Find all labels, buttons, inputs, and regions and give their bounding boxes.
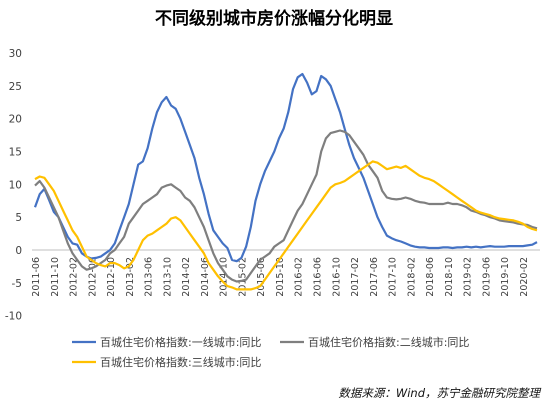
legend-label: 百城住宅价格指数:三线城市:同比 xyxy=(100,355,261,369)
x-axis: 2011-06 2011-10 2012-02 2012-06 2012-10 2013-… xyxy=(31,249,540,297)
y-tick-label: 30 xyxy=(9,48,22,60)
x-tick-label: 2014-02 xyxy=(181,257,192,297)
y-tick-label: 0 xyxy=(15,245,22,257)
x-tick-label: 2012-10 xyxy=(106,257,117,297)
x-tick-label: 2016-10 xyxy=(331,257,342,297)
x-tick-label: 2019-06 xyxy=(481,257,492,297)
x-tick-label: 2015-06 xyxy=(256,257,267,297)
x-tick-label: 2019-10 xyxy=(500,257,511,297)
x-tick-label: 2013-06 xyxy=(144,257,155,297)
x-tick-label: 2017-10 xyxy=(388,257,399,297)
x-tick-label: 2015-10 xyxy=(275,257,286,297)
series-lines xyxy=(33,72,538,291)
x-tick-label: 2017-02 xyxy=(350,257,361,297)
legend-label: 百城住宅价格指数:二线城市:同比 xyxy=(308,335,469,349)
x-tick-label: 2013-10 xyxy=(162,257,173,297)
y-tick-label: 15 xyxy=(9,147,22,159)
x-tick-label: 2012-02 xyxy=(69,257,80,297)
x-tick-label: 2019-02 xyxy=(463,257,474,297)
data-source-note: 数据来源：Wind，苏宁金融研究院整理 xyxy=(338,386,540,400)
x-tick-label: 2016-02 xyxy=(294,257,305,297)
x-tick-label: 2015-02 xyxy=(237,257,248,297)
series-line-2 xyxy=(34,129,538,283)
series-line-1 xyxy=(33,72,538,263)
x-tick-label: 2020-02 xyxy=(519,257,530,297)
x-tick-label: 2017-06 xyxy=(369,257,380,297)
legend: 百城住宅价格指数:一线城市:同比 百城住宅价格指数:二线城市:同比百城住宅价格指数… xyxy=(72,335,469,369)
x-tick-label: 2011-06 xyxy=(31,257,42,297)
x-tick-label: 2016-06 xyxy=(312,257,323,297)
x-tick-label: 2018-02 xyxy=(406,257,417,297)
series-line-3 xyxy=(34,160,538,291)
chart-title: 不同级别城市房价涨幅分化明显 xyxy=(155,9,393,29)
y-tick-label: 25 xyxy=(9,81,22,93)
x-tick-label: 2014-10 xyxy=(219,257,230,297)
y-tick-label: 20 xyxy=(9,114,22,126)
x-tick-label: 2013-02 xyxy=(125,257,136,297)
y-tick-label: 5 xyxy=(15,212,22,224)
y-axis: -10 -5 0 5 10 15 20 25 30 xyxy=(5,48,22,323)
x-tick-label: 2012-06 xyxy=(87,257,98,297)
y-tick-label: -5 xyxy=(12,278,22,290)
x-tick-label: 2011-10 xyxy=(50,257,61,297)
y-tick-label: -10 xyxy=(5,311,22,323)
x-tick-label: 2018-06 xyxy=(425,257,436,297)
x-tick-label: 2018-10 xyxy=(444,257,455,297)
y-tick-label: 10 xyxy=(9,179,22,191)
legend-label: 百城住宅价格指数:一线城市:同比 xyxy=(100,335,261,349)
x-tick-label: 2014-06 xyxy=(200,257,211,297)
